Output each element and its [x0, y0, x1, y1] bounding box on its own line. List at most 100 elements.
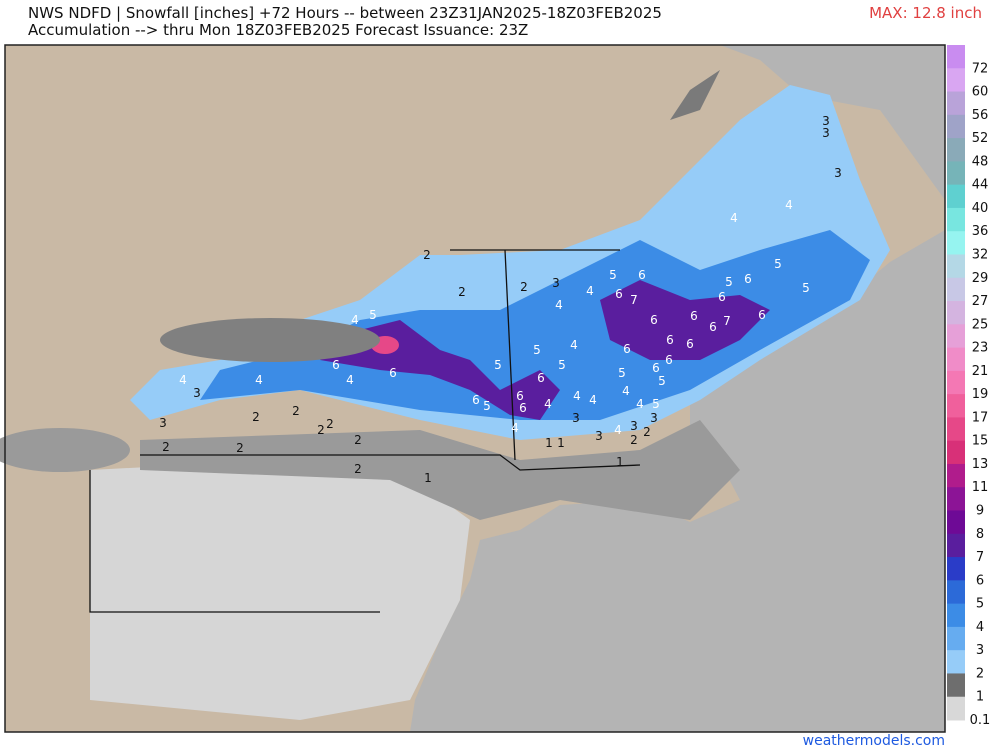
- river: [670, 70, 720, 120]
- colorbar-label: 9: [976, 504, 984, 519]
- lake-ontario: [160, 318, 380, 362]
- colorbar-label: 3: [976, 643, 984, 658]
- ocean: [410, 230, 945, 732]
- snow-label: 3: [822, 126, 830, 140]
- colorbar-label: 19: [972, 387, 989, 402]
- borders: [89, 249, 641, 613]
- colorbar-label: 15: [972, 434, 989, 449]
- snow-label: 5: [494, 358, 502, 372]
- colorbar-segment: [947, 533, 965, 558]
- snow-label: 4: [544, 397, 552, 411]
- snow-label: 3: [572, 411, 580, 425]
- colorbar-segment: [947, 207, 965, 232]
- colorbar-segment: [947, 91, 965, 116]
- colorbar-label: 5: [976, 597, 984, 612]
- map-frame: [4, 44, 946, 733]
- snow-label: 4: [346, 373, 354, 387]
- snow-label: 2: [520, 280, 528, 294]
- subtitle: Accumulation --> thru Mon 18Z03FEB2025 F…: [28, 21, 529, 39]
- colorbar-label: 23: [972, 341, 989, 356]
- snow-label: 6: [332, 358, 340, 372]
- colorbar-segment: [947, 324, 965, 349]
- colorbar-segment: [947, 440, 965, 465]
- snow-4-in: [200, 230, 870, 420]
- colorbar-segment: [947, 45, 965, 69]
- snow-label: 2: [458, 285, 466, 299]
- colorbar-label: 48: [972, 154, 989, 169]
- colorbar-segment: [947, 301, 965, 325]
- colorbar-label: 4: [976, 620, 984, 635]
- snow-label: 6: [615, 287, 623, 301]
- snow-label: 7: [630, 293, 638, 307]
- colorbar-label: 44: [972, 178, 989, 193]
- colorbar-segment: [947, 68, 965, 93]
- snow-label: 2: [423, 248, 431, 262]
- snow-label: 4: [622, 384, 630, 398]
- snow-label: 5: [618, 366, 626, 380]
- snow-label: 4: [785, 198, 793, 212]
- snow-label: 5: [558, 358, 566, 372]
- snow-label: 6: [472, 393, 480, 407]
- snow-label: 2: [236, 441, 244, 455]
- snow-label: 6: [758, 308, 766, 322]
- colorbar-segment: [947, 138, 965, 162]
- snow-label: 3: [834, 166, 842, 180]
- colorbar-segment: [947, 347, 965, 372]
- snow-label: 4: [570, 338, 578, 352]
- snow-label: 6: [623, 342, 631, 356]
- colorbar-segment: [947, 650, 965, 674]
- colorbar-label: 40: [972, 201, 989, 216]
- colorbar-segment: [947, 580, 965, 605]
- snow-label: 6: [519, 401, 527, 415]
- snow-label: 3: [159, 416, 167, 430]
- snow-7-in-east: [600, 280, 770, 360]
- colorbar-segment: [947, 487, 965, 512]
- colorbar-label: 11: [972, 480, 989, 495]
- snow-label: 2: [292, 404, 300, 418]
- snow-label: 4: [636, 397, 644, 411]
- snow-label: 1: [616, 455, 624, 469]
- colorbar-segment: [947, 673, 965, 698]
- colorbar-segment: [947, 463, 965, 488]
- colorbar-segment: [947, 161, 965, 186]
- colorbar-label: 17: [972, 410, 989, 425]
- colorbar-label: 2: [976, 666, 984, 681]
- snow-label: 5: [652, 397, 660, 411]
- snow-label: 6: [652, 361, 660, 375]
- snow-label: 3: [822, 114, 830, 128]
- snow-label: 2: [354, 433, 362, 447]
- snow-label: 5: [802, 281, 810, 295]
- snow-label: 4: [589, 393, 597, 407]
- snow-label: 4: [179, 373, 187, 387]
- colorbar-label: 52: [972, 131, 989, 146]
- snow-label: 6: [686, 337, 694, 351]
- colorbar-label: 7: [976, 550, 984, 565]
- snow-label: 2: [354, 462, 362, 476]
- snow-label: 5: [533, 343, 541, 357]
- snow-label: 6: [744, 272, 752, 286]
- snow-label: 4: [573, 389, 581, 403]
- snow-label: 6: [718, 290, 726, 304]
- snow-label: 1: [424, 471, 432, 485]
- colorbar-label: 0.1: [970, 713, 991, 728]
- colorbar-label: 56: [972, 108, 989, 123]
- colorbar-label: 72: [972, 61, 989, 76]
- snow-label: 2: [643, 425, 651, 439]
- colorbar-segment: [947, 370, 965, 395]
- snow-label: 1: [557, 436, 565, 450]
- colorbar-label: 13: [972, 457, 989, 472]
- snow-label: 3: [552, 276, 560, 290]
- snow-label: 5: [609, 268, 617, 282]
- snow-label: 2: [326, 417, 334, 431]
- title: NWS NDFD | Snowfall [inches] +72 Hours -…: [28, 4, 662, 22]
- colorbar-segment: [947, 114, 965, 139]
- snow-label: 5: [725, 275, 733, 289]
- colorbar-label: 60: [972, 85, 989, 100]
- snow-label: 4: [614, 423, 622, 437]
- snow-label: 6: [516, 389, 524, 403]
- snow-label: 2: [162, 440, 170, 454]
- snow-label: 3: [595, 429, 603, 443]
- gulf: [720, 45, 945, 200]
- colorbar-segment: [947, 417, 965, 442]
- max-label: MAX: 12.8 inch: [869, 4, 982, 22]
